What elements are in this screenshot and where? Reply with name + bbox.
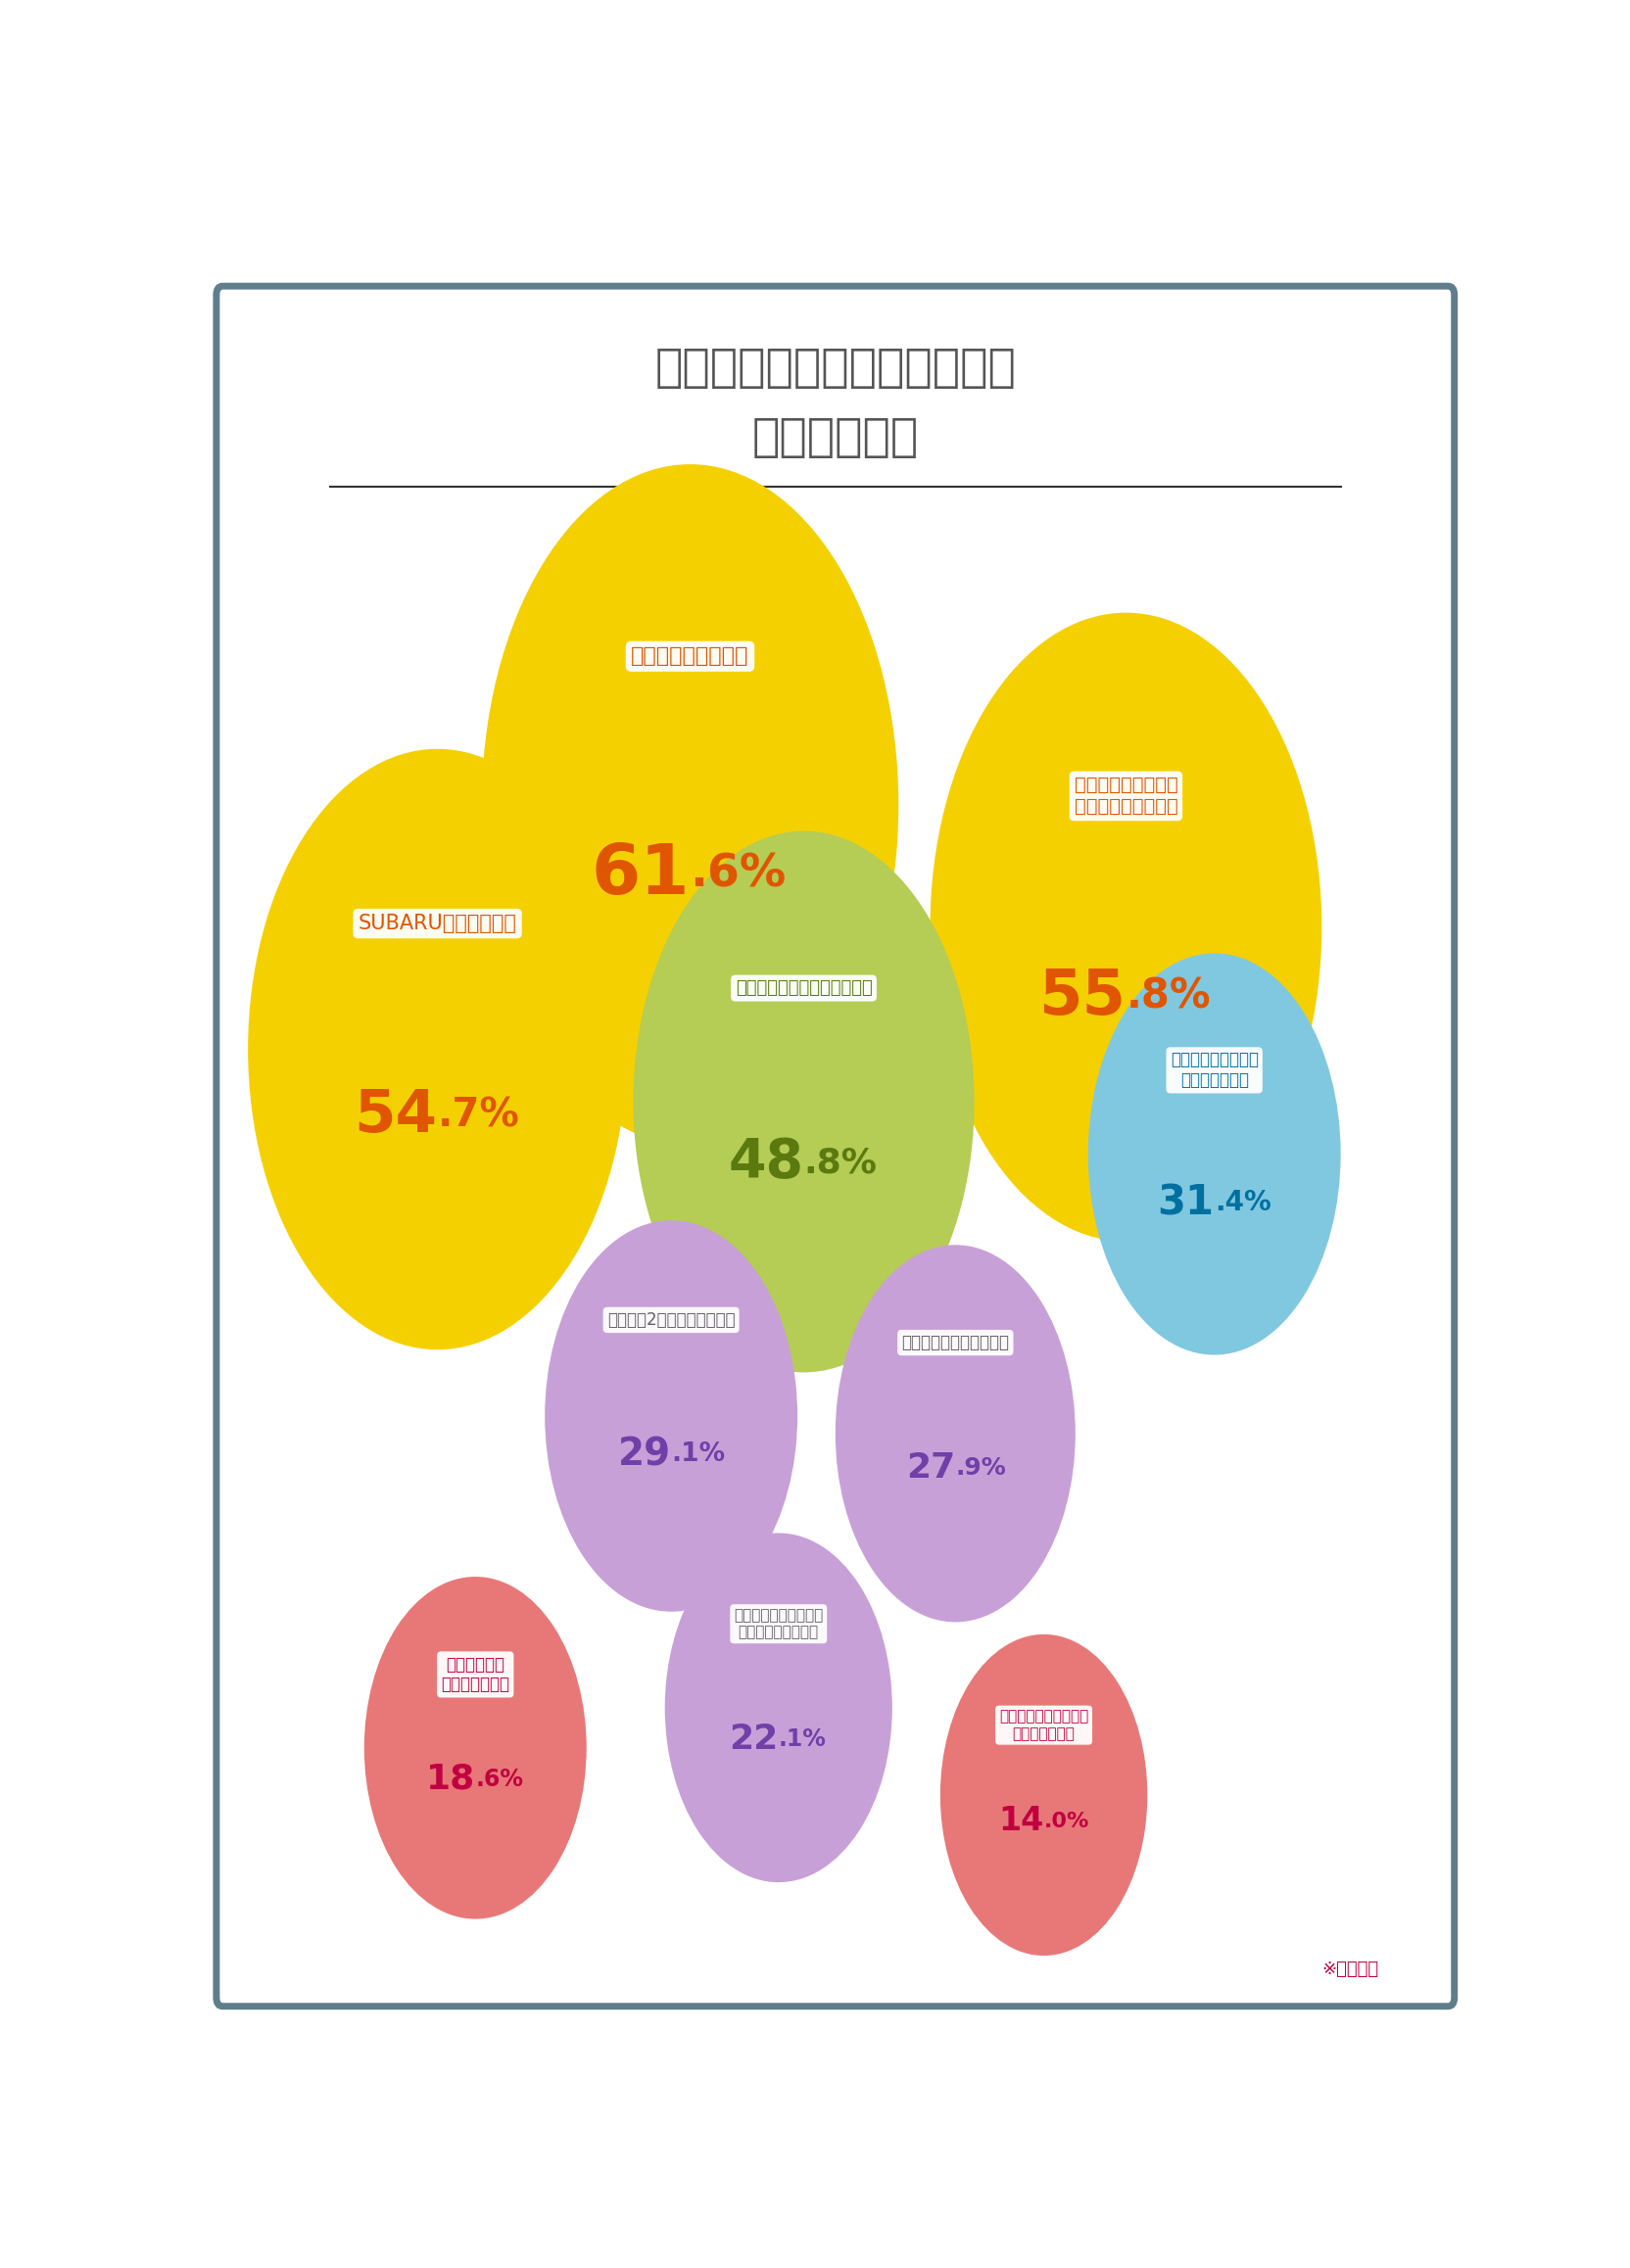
Text: 採用担当者の人柄や
対応が良かったから: 採用担当者の人柄や 対応が良かったから (1074, 776, 1178, 816)
Text: 選んだ決め手: 選んだ決め手 (751, 415, 919, 460)
Text: 仕事内容に惹かれたから: 仕事内容に惹かれたから (901, 1334, 1009, 1352)
Text: 29: 29 (618, 1436, 672, 1472)
Text: .6%: .6% (689, 853, 786, 896)
Text: 61: 61 (592, 841, 689, 909)
Text: この会社なら社会貢献
できると思ったから: この会社なら社会貢献 できると思ったから (734, 1608, 823, 1640)
Text: 就職先にスバルディーラーを: 就職先にスバルディーラーを (655, 347, 1015, 390)
Text: 先生・家族・友人から
勧められたから: 先生・家族・友人から 勧められたから (999, 1710, 1089, 1742)
Text: .8%: .8% (1126, 975, 1211, 1018)
Text: 54: 54 (354, 1086, 437, 1145)
Text: .0%: .0% (1043, 1812, 1089, 1830)
Ellipse shape (1089, 953, 1341, 1354)
Text: 「安心と愉しさ」に
共感できるから: 「安心と愉しさ」に 共感できるから (1170, 1052, 1258, 1089)
Text: .7%: .7% (437, 1095, 520, 1136)
Ellipse shape (363, 1576, 587, 1919)
Text: 27: 27 (906, 1452, 955, 1486)
Text: 31: 31 (1157, 1182, 1214, 1222)
Text: 14: 14 (999, 1805, 1043, 1837)
Text: ※複数回答: ※複数回答 (1322, 1962, 1379, 1978)
Ellipse shape (665, 1533, 892, 1882)
Text: .6%: .6% (476, 1767, 523, 1792)
Text: 18: 18 (425, 1762, 476, 1796)
Ellipse shape (544, 1220, 797, 1613)
Text: .1%: .1% (672, 1442, 725, 1467)
Text: 48: 48 (729, 1136, 804, 1188)
Text: 自動車が好きだから: 自動車が好きだから (631, 646, 750, 667)
Ellipse shape (634, 830, 975, 1372)
Text: 固定休が2日連続であるから: 固定休が2日連続であるから (606, 1311, 735, 1329)
Text: 賃金・手当が
期待できるから: 賃金・手当が 期待できるから (442, 1656, 510, 1694)
Ellipse shape (941, 1635, 1148, 1955)
Text: 会社の雰囲気が良かったから: 会社の雰囲気が良かったから (735, 980, 872, 998)
Ellipse shape (931, 612, 1322, 1241)
Text: .4%: .4% (1214, 1188, 1271, 1216)
Text: 55: 55 (1038, 966, 1126, 1027)
Ellipse shape (248, 748, 628, 1349)
Text: 22: 22 (729, 1721, 779, 1755)
Ellipse shape (835, 1245, 1076, 1622)
Text: .8%: .8% (804, 1145, 877, 1179)
Text: SUBARUが好きだから: SUBARUが好きだから (359, 914, 517, 934)
Text: .9%: .9% (955, 1456, 1006, 1481)
Ellipse shape (482, 465, 898, 1145)
Text: .1%: .1% (779, 1728, 826, 1751)
